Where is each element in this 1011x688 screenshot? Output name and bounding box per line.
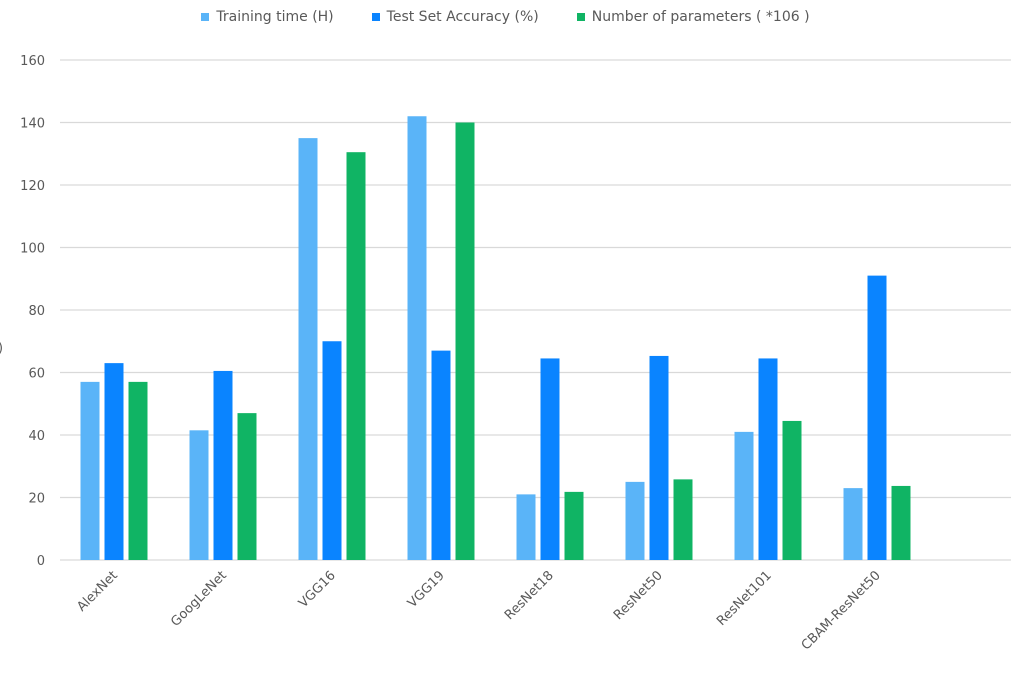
x-tick-label: GoogLeNet bbox=[168, 568, 230, 630]
x-tick-label: ResNet18 bbox=[502, 568, 557, 623]
bar-vgg19-series-0 bbox=[407, 116, 427, 560]
bar-resnet18-series-0 bbox=[516, 494, 536, 560]
bar-cbam-resnet50-series-0 bbox=[843, 488, 863, 560]
bar-vgg16-series-0 bbox=[298, 138, 318, 560]
bar-cbam-resnet50-series-1 bbox=[867, 275, 887, 560]
bar-vgg16-series-1 bbox=[322, 341, 342, 560]
bar-resnet50-series-1 bbox=[649, 355, 669, 560]
legend: Training time (H) Test Set Accuracy (%) Nu… bbox=[0, 9, 1011, 25]
bar-resnet101-series-2 bbox=[782, 420, 802, 560]
y-tick-label: 60 bbox=[28, 367, 45, 382]
bar-resnet101-series-1 bbox=[758, 358, 778, 560]
y-tick-label: 120 bbox=[20, 179, 45, 194]
x-tick-label: VGG16 bbox=[296, 568, 339, 611]
legend-item: Training time (H) bbox=[201, 9, 334, 25]
legend-item: Test Set Accuracy (%) bbox=[371, 9, 539, 25]
y-tick-label: 0 bbox=[37, 554, 45, 569]
y-tick-label: 160 bbox=[20, 54, 45, 69]
legend-swatch bbox=[576, 13, 585, 21]
legend-item: Number of parameters ( *106 ) bbox=[576, 9, 810, 25]
bar-googlenet-series-2 bbox=[237, 413, 257, 560]
legend-label: Training time (H) bbox=[216, 9, 334, 25]
y-tick-label: 20 bbox=[28, 492, 45, 507]
y-tick-label: 140 bbox=[20, 117, 45, 132]
bar-resnet101-series-0 bbox=[734, 431, 754, 560]
bar-googlenet-series-0 bbox=[189, 430, 209, 560]
y-tick-label: 80 bbox=[28, 304, 45, 319]
x-tick-label: ResNet50 bbox=[611, 568, 666, 623]
legend-swatch bbox=[201, 13, 210, 21]
x-tick-label: CBAM-ResNet50 bbox=[799, 568, 884, 653]
legend-label: Number of parameters ( *106 ) bbox=[591, 9, 810, 25]
x-tick-label: AlexNet bbox=[74, 568, 121, 615]
y-axis-label: ) bbox=[0, 341, 3, 356]
bar-cbam-resnet50-series-2 bbox=[891, 485, 911, 560]
bar-vgg19-series-2 bbox=[455, 122, 475, 560]
bar-alexnet-series-2 bbox=[128, 381, 148, 560]
bar-vgg16-series-2 bbox=[346, 152, 366, 560]
bar-resnet50-series-0 bbox=[625, 481, 645, 560]
x-tick-label: ResNet101 bbox=[714, 568, 775, 629]
legend-swatch bbox=[371, 13, 380, 21]
x-tick-label: VGG19 bbox=[405, 568, 448, 611]
y-tick-label: 100 bbox=[20, 242, 45, 257]
bar-resnet50-series-2 bbox=[673, 479, 693, 560]
y-tick-label: 40 bbox=[28, 429, 45, 444]
bar-alexnet-series-1 bbox=[104, 363, 124, 560]
bar-resnet18-series-1 bbox=[540, 358, 560, 560]
bar-resnet18-series-2 bbox=[564, 491, 584, 560]
bar-googlenet-series-1 bbox=[213, 370, 233, 560]
legend-label: Test Set Accuracy (%) bbox=[386, 9, 539, 25]
bar-alexnet-series-0 bbox=[80, 381, 100, 560]
bar-vgg19-series-1 bbox=[431, 350, 451, 560]
